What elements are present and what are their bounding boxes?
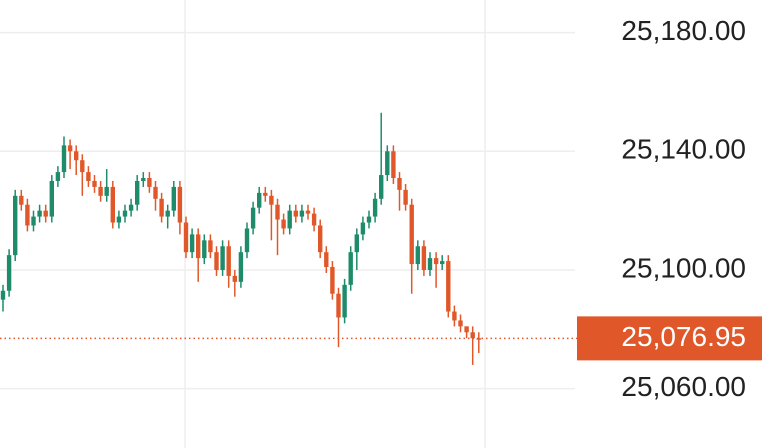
candle-body: [360, 222, 366, 235]
candle-body: [183, 222, 189, 253]
candle-body: [354, 234, 359, 253]
candle-body: [202, 240, 207, 259]
candle-body: [281, 219, 286, 229]
candle-body: [165, 210, 170, 217]
candle-body: [385, 151, 390, 176]
candle-body: [147, 178, 152, 187]
candle-body: [55, 172, 61, 181]
candle-body: [0, 290, 6, 300]
candle-body: [464, 326, 469, 333]
candle-body: [458, 320, 463, 327]
candle-body: [391, 151, 396, 179]
candle-body: [220, 246, 225, 270]
candle-body: [74, 151, 79, 161]
candle-body: [98, 186, 103, 196]
last-price-box: [577, 316, 762, 361]
candle-body: [92, 180, 97, 187]
candle-body: [177, 186, 183, 223]
y-tick-label: 25,180.00: [621, 15, 746, 46]
candle-body: [153, 186, 158, 199]
candle-body: [287, 210, 292, 229]
candle-body: [269, 195, 274, 205]
candle-body: [372, 198, 378, 217]
candle-body: [257, 192, 262, 208]
candle-body: [238, 252, 244, 282]
candle-body: [263, 192, 268, 196]
candle-body: [342, 284, 347, 318]
candle-body: [25, 204, 30, 226]
candle-body: [446, 261, 451, 312]
candle-body: [61, 145, 67, 173]
candle-body: [476, 338, 481, 340]
candle-body: [6, 255, 12, 291]
candle-body: [244, 228, 250, 253]
candle-body: [13, 195, 18, 256]
candle-body: [409, 204, 414, 265]
candle-body: [189, 234, 195, 253]
y-tick-label: 25,100.00: [621, 252, 746, 283]
candle-body: [159, 198, 164, 217]
candle-body: [67, 145, 73, 152]
y-tick-label: 25,140.00: [621, 134, 746, 165]
candle-body: [43, 210, 48, 217]
candle-body: [31, 216, 36, 226]
candle-body: [141, 178, 146, 181]
candle-body: [330, 267, 335, 294]
candle-body: [110, 186, 115, 223]
candle-body: [397, 178, 402, 190]
candle-body: [366, 216, 372, 223]
candle-body: [232, 275, 237, 282]
candle-body: [116, 216, 122, 223]
candle-body: [135, 180, 140, 205]
y-tick-label: 25,060.00: [621, 371, 746, 402]
candle-body: [299, 210, 305, 217]
candle-body: [80, 160, 85, 173]
candle-body: [104, 186, 109, 196]
candle-body: [318, 225, 323, 253]
candle-body: [305, 210, 311, 214]
candle-body: [311, 213, 317, 226]
candle-body: [250, 207, 256, 229]
candle-body: [403, 189, 408, 205]
candle-body: [440, 261, 445, 265]
candle-body: [275, 204, 280, 220]
candle-body: [348, 252, 353, 285]
candle-body: [226, 246, 231, 276]
candle-body: [122, 210, 128, 217]
candle-body: [19, 195, 24, 205]
candle-body: [49, 180, 54, 217]
candle-body: [37, 210, 42, 217]
candle-body: [336, 293, 341, 318]
candle-body: [452, 311, 457, 321]
candle-body: [208, 240, 213, 253]
candle-body: [86, 172, 91, 181]
candle-body: [196, 234, 201, 259]
candle-body: [324, 252, 329, 268]
candle-body: [470, 332, 475, 339]
candle-body: [171, 186, 176, 211]
candle-body: [128, 204, 134, 211]
candle-body: [379, 175, 384, 199]
candle-body: [421, 246, 427, 270]
candle-body: [293, 210, 298, 217]
candle-body: [427, 258, 433, 270]
candle-body: [214, 252, 219, 270]
last-price-label: 25,076.95: [621, 321, 746, 352]
candle-body: [433, 258, 439, 265]
candle-body: [415, 246, 420, 265]
